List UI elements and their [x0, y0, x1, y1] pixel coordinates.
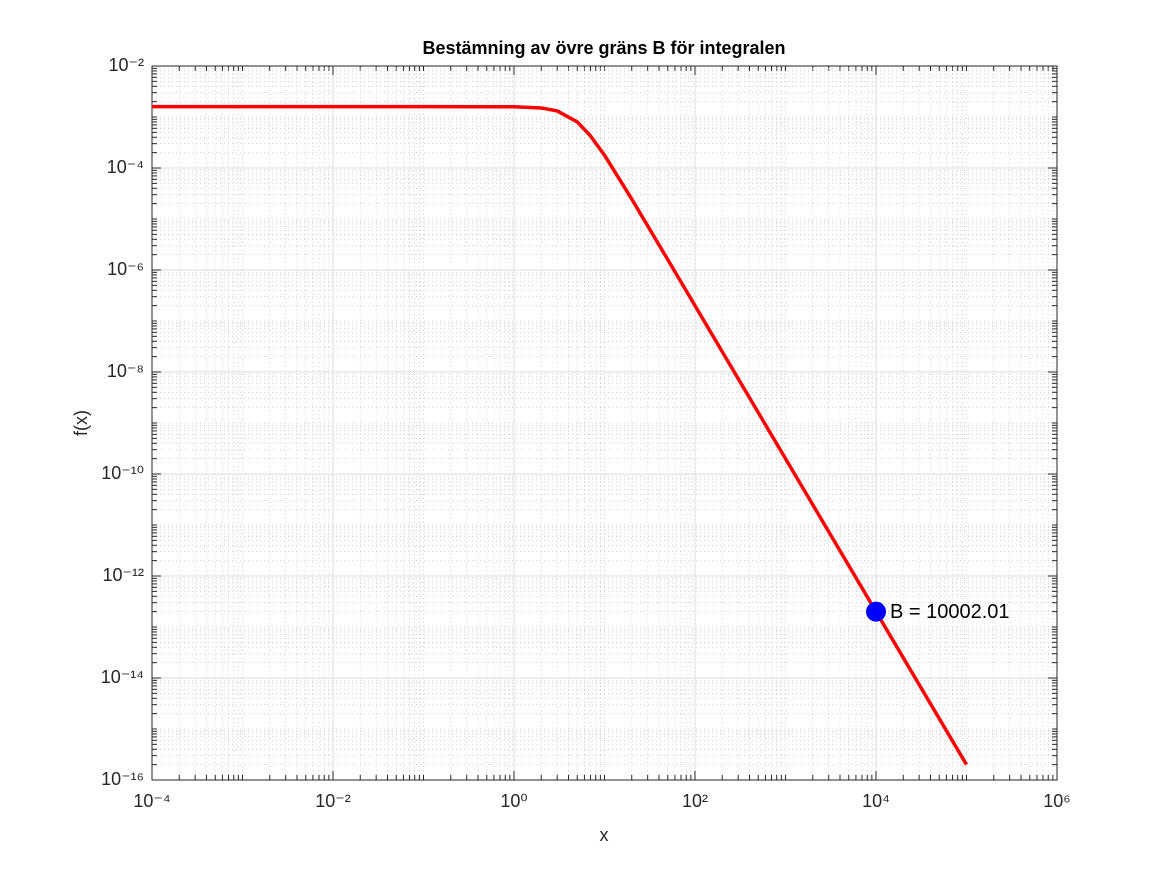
series-line [152, 104, 969, 766]
y-tick-label: 10⁻⁴ [107, 157, 144, 177]
x-tick-label: 10⁰ [500, 791, 527, 811]
y-tick-label: 10⁻¹⁰ [101, 463, 144, 483]
y-tick-label: 10⁻² [108, 55, 144, 75]
y-axis-label: f(x) [71, 410, 91, 436]
y-tick-label: 10⁻¹⁴ [101, 667, 144, 687]
chart-title: Bestämning av övre gräns B för integrale… [422, 38, 785, 58]
marker-label: B = 10002.01 [890, 601, 1010, 623]
x-tick-label: 10² [682, 791, 708, 811]
x-tick-label: 10⁶ [1043, 791, 1070, 811]
x-tick-label: 10⁻⁴ [133, 791, 170, 811]
y-tick-label: 10⁻¹⁶ [101, 769, 144, 789]
x-tick-label: 10⁴ [862, 791, 890, 811]
marker-point [866, 601, 887, 622]
x-tick-label: 10⁻² [315, 791, 351, 811]
y-tick-label: 10⁻⁶ [107, 259, 144, 279]
y-tick-label: 10⁻¹² [102, 565, 144, 585]
y-tick-label: 10⁻⁸ [107, 361, 144, 381]
axes-box [151, 65, 1058, 781]
x-axis-label: x [600, 825, 609, 845]
